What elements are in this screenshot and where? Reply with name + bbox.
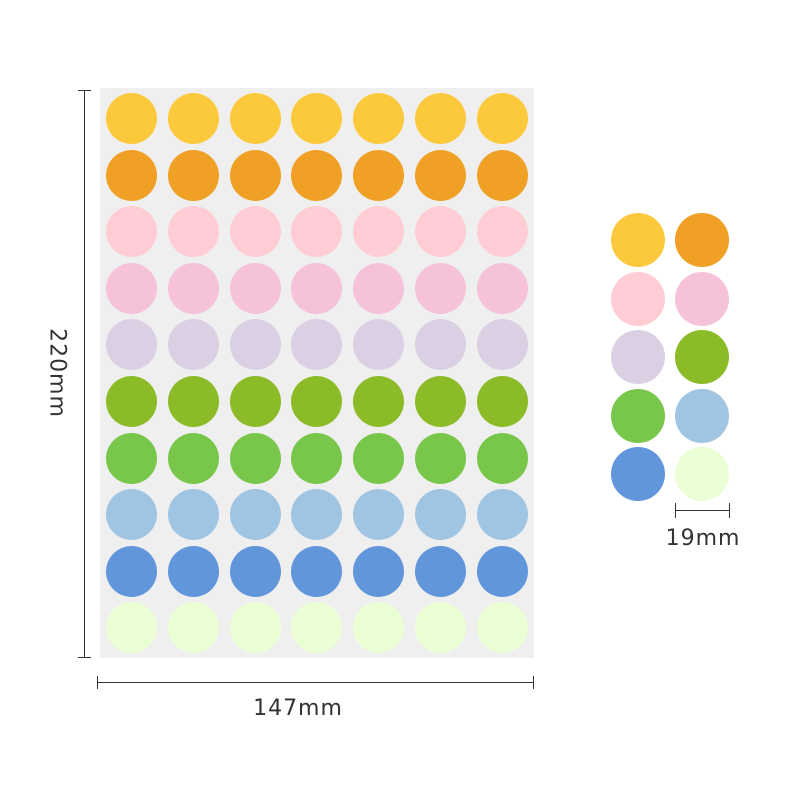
sticker-dot [415, 319, 466, 371]
color-swatch [675, 447, 729, 501]
sticker-dot [167, 545, 219, 597]
sticker-dot [291, 602, 343, 654]
height-label: 220mm [44, 328, 70, 418]
color-swatch [611, 388, 665, 443]
sticker-dot [353, 432, 405, 484]
sticker-dot [291, 376, 343, 427]
sticker-dot [415, 376, 466, 427]
sticker-dot [415, 149, 466, 201]
color-swatch [611, 213, 665, 267]
color-swatch [675, 330, 729, 384]
sticker-dot [229, 149, 281, 201]
sticker-dot [229, 93, 281, 144]
sticker-dot [106, 149, 157, 201]
width-label: 147mm [253, 696, 343, 721]
diameter-label: 19mm [665, 526, 741, 551]
height-dimension-tick-top [78, 90, 91, 91]
sticker-dot [291, 432, 343, 484]
color-swatch [675, 388, 729, 443]
sticker-dot [167, 376, 219, 427]
sticker-dot [291, 206, 343, 258]
sticker-dot [476, 602, 528, 654]
sticker-dot [167, 319, 219, 371]
sticker-dot [476, 376, 528, 427]
sticker-dot [229, 432, 281, 484]
sticker-dot [353, 489, 405, 541]
sticker-dot [291, 262, 343, 314]
width-dimension-line [97, 682, 534, 683]
sticker-dot [415, 489, 466, 541]
sticker-dot [229, 376, 281, 427]
sticker-dot [229, 602, 281, 654]
sticker-dot [106, 432, 157, 484]
sticker-dot [291, 149, 343, 201]
diameter-dimension-tick-left [675, 503, 676, 518]
sticker-dot [291, 319, 343, 371]
sticker-dot [476, 93, 528, 144]
sticker-dot [106, 602, 157, 654]
sticker-dot [476, 206, 528, 258]
width-dimension-tick-right [533, 676, 534, 689]
sticker-dot [415, 432, 466, 484]
sticker-dot [229, 206, 281, 258]
diameter-dimension-line [675, 510, 730, 511]
sticker-dot [415, 602, 466, 654]
sticker-dot [353, 602, 405, 654]
sticker-dot [353, 93, 405, 144]
sticker-dot [167, 149, 219, 201]
sticker-dot [167, 262, 219, 314]
sticker-dot [106, 545, 157, 597]
sticker-dot [476, 545, 528, 597]
sticker-dot [353, 262, 405, 314]
sticker-dot [291, 489, 343, 541]
sticker-dot [353, 545, 405, 597]
sticker-dot [415, 545, 466, 597]
sticker-dot [106, 206, 157, 258]
sticker-dot [476, 489, 528, 541]
sticker-dot [291, 93, 343, 144]
sticker-dot [476, 262, 528, 314]
sticker-dot [167, 206, 219, 258]
sticker-dot [415, 206, 466, 258]
width-dimension-tick-left [97, 676, 98, 689]
sticker-dot [167, 602, 219, 654]
sticker-dot [106, 376, 157, 427]
color-swatch [611, 447, 665, 501]
sticker-dot [167, 432, 219, 484]
color-swatch [675, 213, 729, 267]
sticker-dot [476, 149, 528, 201]
sticker-dot [167, 93, 219, 144]
sticker-dot [291, 545, 343, 597]
color-swatch [611, 271, 665, 326]
sticker-dot [106, 262, 157, 314]
sticker-dot [476, 432, 528, 484]
sticker-dot [229, 262, 281, 314]
height-dimension-tick-bottom [78, 657, 91, 658]
sticker-sheet [100, 88, 534, 658]
sticker-dot [229, 319, 281, 371]
sticker-dot [476, 319, 528, 371]
sticker-dot [229, 489, 281, 541]
sticker-dot [229, 545, 281, 597]
color-swatch [675, 271, 729, 326]
sticker-dot [353, 149, 405, 201]
diameter-dimension-tick-right [729, 503, 730, 518]
sticker-dot [415, 262, 466, 314]
color-swatch [611, 330, 665, 384]
sticker-dot [415, 93, 466, 144]
sticker-dot [106, 489, 157, 541]
sticker-dot [106, 319, 157, 371]
sticker-dot [353, 206, 405, 258]
sticker-dot [167, 489, 219, 541]
sticker-dot [106, 93, 157, 144]
height-dimension-line [84, 90, 85, 658]
sticker-dot [353, 319, 405, 371]
sticker-dot [353, 376, 405, 427]
